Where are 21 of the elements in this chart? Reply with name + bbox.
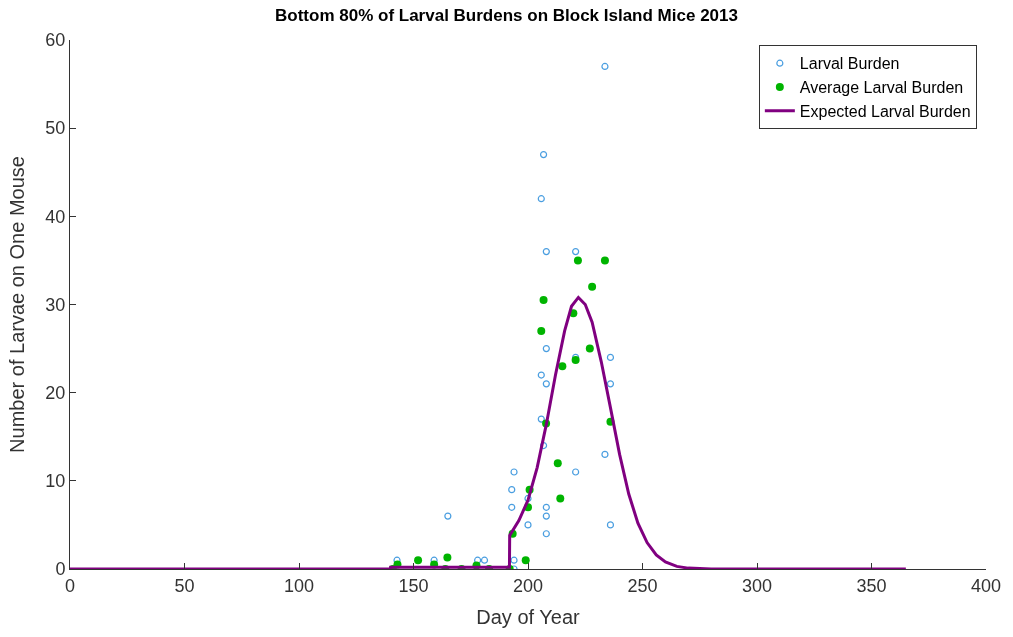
legend-label: Average Larval Burden — [799, 79, 964, 97]
x-tick-label: 50 — [174, 575, 195, 596]
legend-label: Larval Burden — [799, 55, 900, 73]
y-tick-label: 40 — [45, 206, 66, 227]
y-tick-label: 10 — [45, 471, 66, 492]
y-axis-title: Number of Larvae on One Mouse — [5, 156, 28, 453]
x-axis-title: Day of Year — [476, 606, 581, 629]
x-tick-label: 200 — [512, 575, 544, 596]
chart-title: Bottom 80% of Larval Burdens on Block Island Mice 2013 — [275, 6, 738, 26]
y-tick-label: 0 — [55, 559, 66, 580]
x-tick-label: 350 — [856, 575, 887, 596]
x-tick-label: 100 — [283, 575, 315, 596]
legend-label: Expected Larval Burden — [799, 103, 971, 121]
y-tick-label: 50 — [45, 118, 66, 139]
y-tick-label: 20 — [45, 382, 66, 403]
y-tick-label: 60 — [45, 30, 66, 51]
x-tick-label: 300 — [741, 575, 773, 596]
x-tick-label: 250 — [627, 575, 658, 596]
y-tick-label: 30 — [45, 294, 66, 315]
x-tick-label: 150 — [398, 575, 429, 596]
x-tick-label: 400 — [970, 575, 1002, 596]
